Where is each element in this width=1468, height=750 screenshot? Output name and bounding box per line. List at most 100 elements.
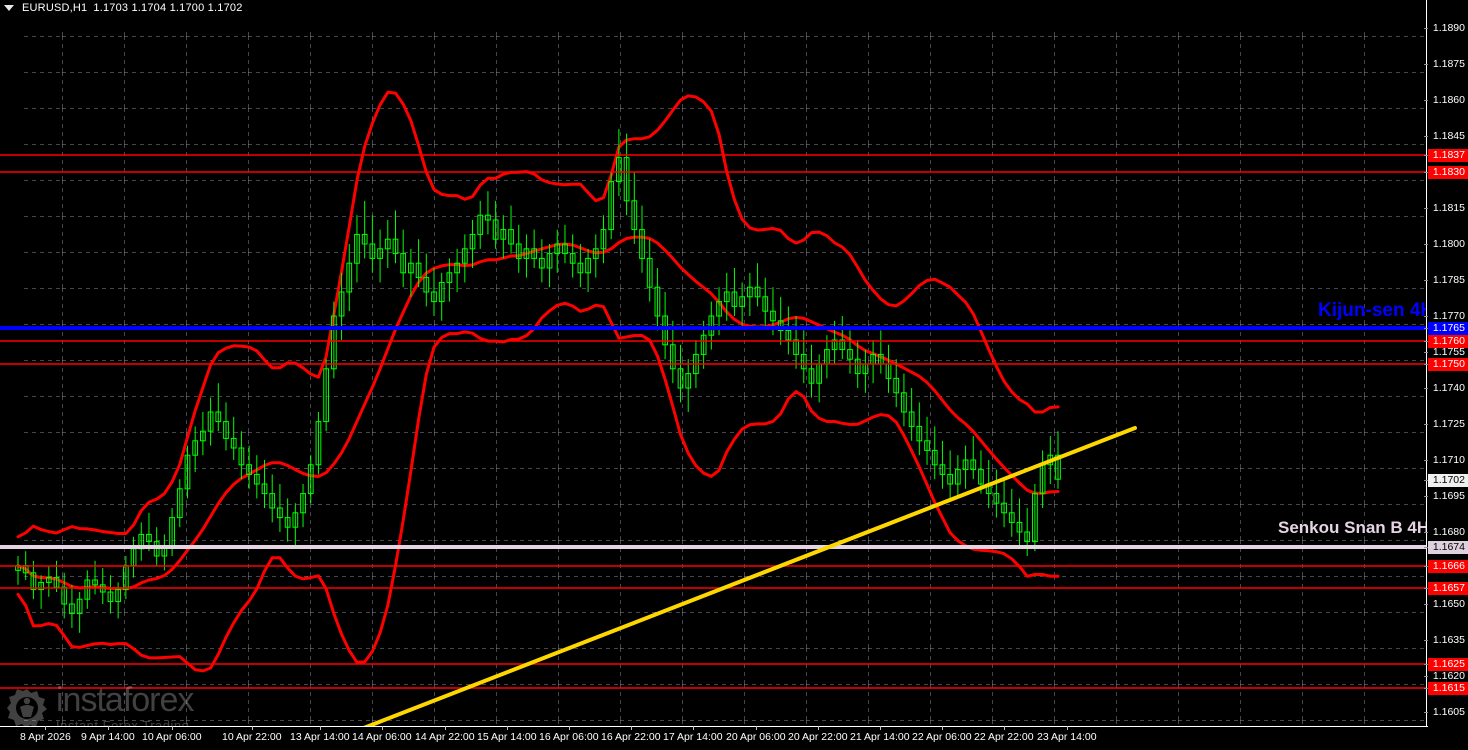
price-tick-label: 1.1620 xyxy=(1432,669,1465,682)
tick-mark xyxy=(1423,327,1428,329)
time-tick-label: 16 Apr 06:00 xyxy=(539,726,599,743)
price-tick-1.1605: 1.1605 xyxy=(1423,705,1468,719)
price-tick-label: 1.1875 xyxy=(1432,57,1465,70)
tick-mark xyxy=(692,726,694,730)
tick-mark xyxy=(444,726,446,730)
tick-mark xyxy=(1423,663,1428,665)
tick-mark xyxy=(1423,135,1428,137)
price-tick-label: 1.1635 xyxy=(1432,633,1465,646)
kijun-sen-label: Kijun-sen 4H xyxy=(1318,300,1435,321)
price-tick-1.1620: 1.1620 xyxy=(1423,669,1468,683)
tick-mark xyxy=(1423,531,1428,533)
price-tick-label: 1.1702 xyxy=(1432,473,1465,486)
tick-mark xyxy=(506,726,508,730)
time-tick-label: 8 Apr 2026 xyxy=(20,726,71,743)
tick-mark xyxy=(1423,279,1428,281)
price-tick-1.1800: 1.1800 xyxy=(1423,238,1468,251)
price-tick-label: 1.1765 xyxy=(1432,321,1465,334)
horizontal-level-lines xyxy=(0,154,1428,689)
tick-mark xyxy=(941,726,943,730)
price-tick-1.1860: 1.1860 xyxy=(1423,94,1468,107)
tick-mark xyxy=(1423,63,1428,65)
tick-mark xyxy=(1423,387,1428,389)
price-tick-1.1695: 1.1695 xyxy=(1423,490,1468,503)
tick-mark xyxy=(568,726,570,730)
tick-mark xyxy=(1423,587,1428,589)
price-tick-label: 1.1650 xyxy=(1432,597,1465,610)
time-tick-label: 21 Apr 14:00 xyxy=(850,726,910,743)
time-tick-label: 14 Apr 22:00 xyxy=(415,726,475,743)
price-tick-label: 1.1725 xyxy=(1432,417,1465,430)
price-tick-1.1815: 1.1815 xyxy=(1423,201,1468,215)
tick-mark xyxy=(1003,726,1005,730)
time-tick-label: 23 Apr 14:00 xyxy=(1037,726,1097,743)
chart-plot-area[interactable] xyxy=(0,0,1428,726)
price-tick-label: 1.1815 xyxy=(1432,201,1465,214)
price-tick-1.1702: 1.1702 xyxy=(1423,473,1468,487)
price-tick-1.1845: 1.1845 xyxy=(1423,129,1468,143)
price-tick-1.1770: 1.1770 xyxy=(1423,309,1468,323)
time-tick-label: 14 Apr 06:00 xyxy=(352,726,412,743)
price-tick-label: 1.1605 xyxy=(1432,705,1465,718)
price-tick-label: 1.1890 xyxy=(1432,21,1465,34)
trendline-group xyxy=(363,426,1137,726)
tick-mark xyxy=(817,726,819,730)
tick-mark xyxy=(879,726,881,730)
price-tick-label: 1.1710 xyxy=(1432,453,1465,466)
tick-mark xyxy=(1423,363,1428,365)
price-tick-label: 1.1625 xyxy=(1432,657,1465,670)
tick-mark xyxy=(45,726,47,730)
tick-mark xyxy=(1423,603,1428,605)
senkou-span-b-label: Senkou Snan B 4H xyxy=(1278,518,1430,537)
tick-mark xyxy=(1423,495,1428,497)
tick-mark xyxy=(1423,243,1428,245)
tick-mark xyxy=(319,726,321,730)
tick-mark xyxy=(1423,711,1428,713)
tick-mark xyxy=(1423,675,1428,677)
time-tick-label: 10 Apr 22:00 xyxy=(222,726,282,743)
price-tick-1.1755: 1.1755 xyxy=(1423,346,1468,359)
tick-mark xyxy=(1423,351,1428,353)
price-tick-label: 1.1615 xyxy=(1432,681,1465,694)
price-tick-label: 1.1750 xyxy=(1432,357,1465,370)
price-tick-1.1740: 1.1740 xyxy=(1423,381,1468,395)
price-tick-label: 1.1785 xyxy=(1432,273,1465,286)
price-tick-label: 1.1740 xyxy=(1432,381,1465,394)
time-tick-label: 22 Apr 06:00 xyxy=(912,726,972,743)
price-tick-1.1625: 1.1625 xyxy=(1423,657,1468,671)
price-tick-label: 1.1770 xyxy=(1432,309,1465,322)
time-tick-label: 15 Apr 14:00 xyxy=(477,726,537,743)
price-tick-1.1785: 1.1785 xyxy=(1423,273,1468,287)
price-tick-1.1615: 1.1615 xyxy=(1423,681,1468,695)
price-tick-1.1666: 1.1666 xyxy=(1423,559,1468,573)
time-tick-label: 20 Apr 22:00 xyxy=(788,726,848,743)
price-tick-1.1760: 1.1760 xyxy=(1423,334,1468,348)
price-tick-label: 1.1760 xyxy=(1432,334,1465,347)
price-tick-label: 1.1845 xyxy=(1432,129,1465,142)
tick-mark xyxy=(1423,315,1428,317)
price-tick-1.1650: 1.1650 xyxy=(1423,597,1468,611)
tick-mark xyxy=(381,726,383,730)
price-tick-1.1635: 1.1635 xyxy=(1423,633,1468,647)
price-axis[interactable]: 1.1890 1.1875 1.1860 1.1845 1.1837 1.1830 1.18… xyxy=(1423,0,1468,726)
tick-mark xyxy=(1423,99,1428,101)
time-tick-label: 9 Apr 14:00 xyxy=(81,726,135,743)
time-axis[interactable]: 8 Apr 2026 9 Apr 14:00 10 Apr 06:00 10 Apr … xyxy=(0,726,1428,750)
tick-mark xyxy=(1423,687,1428,689)
tick-mark xyxy=(630,726,632,730)
time-tick-label: 20 Apr 06:00 xyxy=(726,726,786,743)
price-tick-1.1830: 1.1830 xyxy=(1423,165,1468,179)
time-tick-label: 17 Apr 14:00 xyxy=(663,726,723,743)
tick-mark xyxy=(107,726,109,730)
price-tick-1.1890: 1.1890 xyxy=(1423,21,1468,35)
tick-mark xyxy=(1423,423,1428,425)
price-tick-label: 1.1680 xyxy=(1432,525,1465,538)
tick-mark xyxy=(1423,27,1428,29)
tick-mark xyxy=(1423,340,1428,342)
price-tick-1.1674: 1.1674 xyxy=(1423,540,1468,554)
tick-mark xyxy=(1423,207,1428,209)
tick-mark xyxy=(755,726,757,730)
price-tick-1.1765: 1.1765 xyxy=(1423,321,1468,335)
tick-mark xyxy=(1423,565,1428,567)
